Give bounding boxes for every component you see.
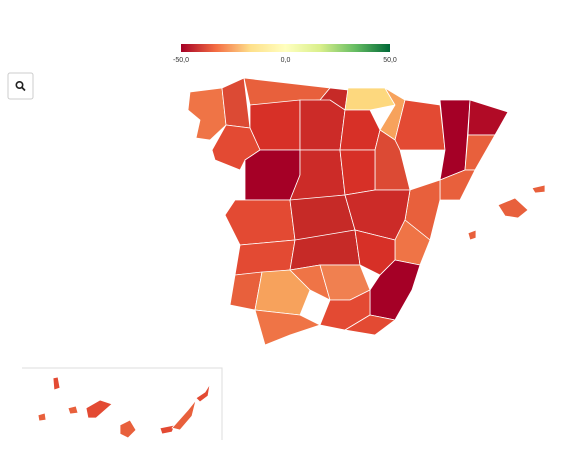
colorbar-tick-label: -50,0 (173, 57, 189, 64)
colorbar-tick-label: 0,0 (281, 57, 291, 64)
colorbar-tick-label: 50,0 (383, 57, 397, 64)
provinces (187, 77, 546, 346)
canary-inset (22, 367, 223, 440)
colorbar (181, 44, 390, 52)
search-button[interactable] (7, 72, 34, 100)
